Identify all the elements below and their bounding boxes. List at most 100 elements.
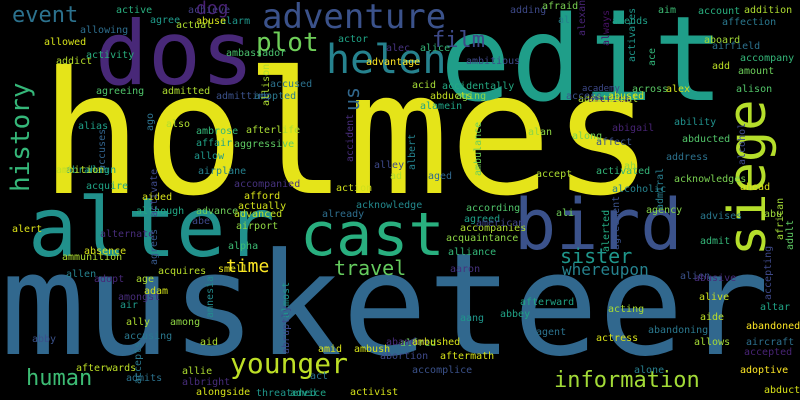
word: accomplice [412,365,473,376]
word: active [116,5,153,16]
word: actress [596,333,639,344]
word: alien [680,271,711,282]
word: addition [744,5,793,16]
word: abigail [612,123,655,134]
word: ammunition [62,252,123,263]
word: actual [176,20,213,31]
word: airplane [198,166,247,177]
word: allison [261,63,272,106]
word: allowing [80,25,129,36]
word: abandon [386,337,429,348]
word: albright [182,377,231,388]
word: aang [460,313,485,324]
word: accusing [124,331,173,342]
word: activates [627,7,638,62]
word: alley [374,160,405,171]
word: admits [126,373,163,384]
word: aid [200,337,219,348]
word: america [588,94,631,105]
word: admiral [655,167,666,210]
word: abby [32,334,57,345]
word: according [466,203,521,214]
word: alliance [448,247,497,258]
word: abusive [694,273,737,284]
word: agent [536,327,567,338]
word: abandoned [746,321,800,332]
word: adopted [254,91,297,102]
word: amount [738,66,775,77]
word: alan [528,127,553,138]
word: absence [84,246,127,257]
word: american [476,218,525,229]
word: admit [700,236,731,247]
word: affection [722,17,777,28]
word: younger [230,347,349,380]
word: acquire [86,181,129,192]
word: amends [612,16,649,27]
word: act [310,371,329,382]
word: agrees [149,228,160,265]
word: ambulance [473,121,484,176]
word: aging [456,91,487,102]
word: alias [78,121,109,132]
word: aggressive [234,139,295,150]
word: admitting [216,91,271,102]
word: adding [510,5,547,16]
word: ambrose [196,126,239,137]
word: ability [674,117,717,128]
word: add [712,61,731,72]
word: alex [666,84,691,95]
word: sister [560,244,633,268]
word: ambition [56,165,105,176]
word: advanced [234,209,283,220]
word: abandoning [648,325,709,336]
word: afraid [542,1,579,12]
word: alter [28,181,275,276]
word: alfred [400,338,437,349]
word: afterlife [246,125,301,136]
word: accompanied [234,179,301,190]
word: aftermath [440,351,495,362]
word: agreeing [96,86,145,97]
word: acquaintance [446,233,519,244]
word: accept [536,169,573,180]
word: alone [634,365,665,376]
word: affair [196,138,233,149]
word: event [12,3,79,28]
word: activist [350,387,399,398]
word: abruptly [281,305,292,354]
word: amnesia [205,275,216,318]
word: adam [144,286,169,297]
word: aide [700,312,725,323]
word: account [698,6,741,17]
word: abbey [500,309,531,320]
word: allen [66,269,97,280]
word: travel [334,256,407,280]
word: alcohol [737,122,748,165]
word: time [226,256,270,277]
word: admitted [162,86,211,97]
word: along [572,131,603,142]
word: alternate [100,229,155,240]
word: acknowledge [356,200,423,211]
word: abducts [430,91,473,102]
word: alongside [196,387,251,398]
word: dos [95,2,254,105]
word: activate [149,168,160,217]
word: edit [440,0,725,128]
word: al [558,15,571,26]
word: already [322,209,365,220]
word: adult [785,219,796,250]
word: abduction [764,385,800,396]
word: actually [238,201,287,212]
word: airfield [712,41,761,52]
word: ad [390,171,403,182]
word: alarm [220,16,251,27]
word: affect [596,137,633,148]
word: aged [428,171,453,182]
word: ambitious [466,56,521,67]
word: alcoholic [612,184,667,195]
word: acquires [158,266,207,277]
word: accused [270,79,313,90]
word: alpha [228,241,259,252]
